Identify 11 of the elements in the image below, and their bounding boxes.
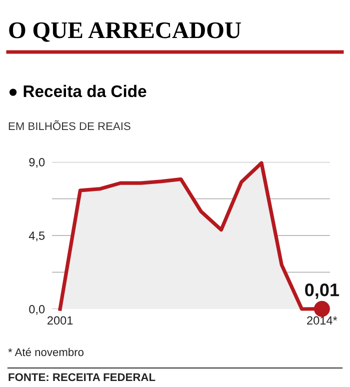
chart-title: O QUE ARRECADOU — [9, 22, 241, 42]
source-note: FONTE: RECEITA FEDERAL — [8, 373, 156, 382]
y-tick-label: 9,0 — [29, 158, 45, 168]
text: * Até novembro — [8, 348, 84, 356]
x-tick-label: 2014* — [307, 316, 338, 325]
y-tick-label: 4,5 — [28, 232, 45, 242]
y-tick-label: 0,0 — [29, 305, 45, 315]
y-axis-title: EM BILHÕES DE REAIS — [8, 120, 130, 130]
data-label: 0,01 — [305, 284, 340, 299]
x-tick-label: 2001 — [48, 316, 73, 325]
chart-subtitle: ● Receita da Cide — [9, 84, 146, 98]
